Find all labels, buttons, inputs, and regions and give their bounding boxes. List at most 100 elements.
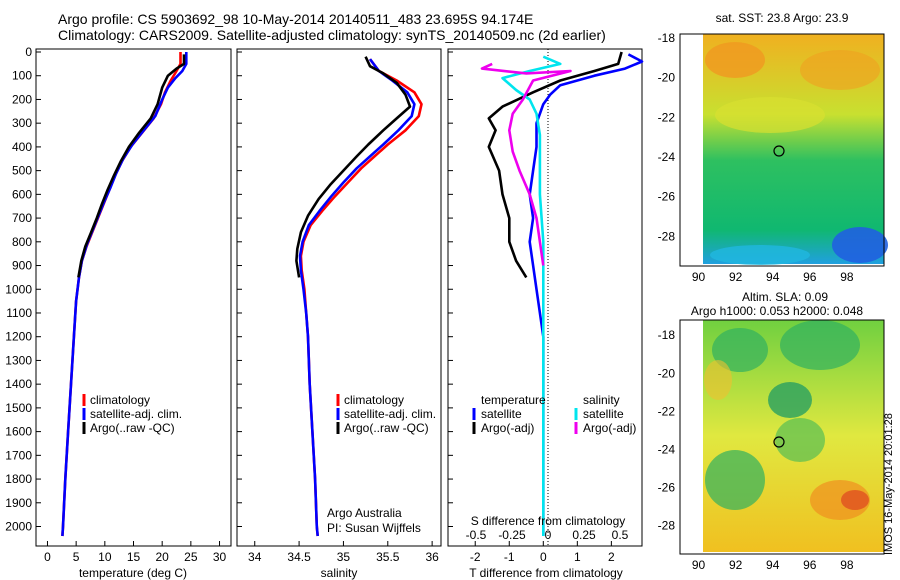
- sla-map-subtitle: Argo h1000: 0.053 h2000: 0.048: [691, 304, 863, 318]
- x-tick-label: 30: [213, 550, 227, 564]
- map-y-tick-label: -26: [658, 190, 676, 204]
- difference-legend: temperature salinity satellite Argo(-adj…: [472, 393, 636, 435]
- sla-map: [679, 319, 885, 555]
- imos-timestamp: IMOS 16-May-2014 20:01:28: [883, 413, 895, 555]
- temperature-xlabel: temperature (deg C): [79, 566, 187, 580]
- y-tick-label: 1200: [5, 330, 32, 344]
- map-y-tick-label: -20: [658, 71, 676, 85]
- map-y-tick-label: -22: [658, 110, 676, 124]
- series-line-difference-2: [501, 55, 562, 536]
- x-tick-label: 2: [608, 550, 615, 564]
- difference-traces: [480, 51, 644, 536]
- sla-map-title: Altim. SLA: 0.09: [742, 290, 828, 304]
- map-x-tick-label: 98: [840, 558, 854, 572]
- difference-xlabel: T difference from climatology: [469, 566, 623, 580]
- y-tick-label: 1900: [5, 496, 32, 510]
- y-tick-label: 1700: [5, 448, 32, 462]
- legend-satellite: satellite-adj. clim.: [344, 407, 436, 421]
- sst-map: [679, 33, 888, 267]
- map-x-tick-label: 92: [729, 270, 743, 284]
- legend-t-argo: Argo(-adj): [481, 421, 534, 435]
- x-tick-label: -2: [470, 550, 481, 564]
- difference-panel: [447, 48, 643, 547]
- argo-location-marker: [773, 145, 785, 157]
- map-y-tick-label: -28: [658, 518, 676, 532]
- salinity-traces: [295, 56, 423, 537]
- x-tick-label: 0: [44, 550, 51, 564]
- map-x-tick-label: 96: [803, 270, 817, 284]
- legend-title-temperature: temperature: [481, 393, 546, 407]
- y-tick-label: 0: [25, 45, 32, 59]
- y-tick-label: 100: [12, 69, 32, 83]
- x-tick-label: 35: [337, 550, 351, 564]
- map-x-tick-label: 92: [729, 558, 743, 572]
- x-tick-label: 35.5: [376, 550, 400, 564]
- y-tick-label: 1800: [5, 472, 32, 486]
- map-y-tick-label: -24: [658, 442, 676, 456]
- legend-satellite: satellite-adj. clim.: [90, 407, 182, 421]
- y-tick-label: 200: [12, 92, 32, 106]
- x-tick-label: 5: [73, 550, 80, 564]
- legend-argo: Argo(..raw -QC): [90, 421, 175, 435]
- y-tick-label: 800: [12, 235, 32, 249]
- map-x-tick-label: 90: [692, 558, 706, 572]
- y-tick-label: 500: [12, 164, 32, 178]
- series-line-temperature-1: [61, 52, 188, 537]
- legend-s-argo: Argo(-adj): [583, 421, 636, 435]
- x-tick-label: 10: [98, 550, 112, 564]
- x-tick-label: 36: [425, 550, 439, 564]
- map-y-tick-label: -24: [658, 150, 676, 164]
- y-tick-label: 300: [12, 116, 32, 130]
- argo-location-marker: [773, 436, 785, 448]
- credit-line2: PI: Susan Wijffels: [327, 521, 421, 535]
- legend-s-satellite: satellite: [583, 407, 624, 421]
- map-y-tick-label: -18: [658, 328, 676, 342]
- x-top-tick-label: 0.5: [612, 528, 629, 542]
- x-tick-label: 25: [184, 550, 198, 564]
- sst-map-title: sat. SST: 23.8 Argo: 23.9: [716, 11, 849, 25]
- x-top-tick-label: -0.5: [466, 528, 487, 542]
- difference-xlabel-top: S difference from climatology: [471, 514, 626, 528]
- x-tick-label: -1: [504, 550, 515, 564]
- y-tick-label: 600: [12, 187, 32, 201]
- series-line-salinity-0: [299, 58, 423, 537]
- series-line-difference-3: [480, 62, 572, 266]
- temperature-traces: [61, 52, 188, 537]
- legend-title-salinity: salinity: [583, 393, 620, 407]
- series-line-difference-1: [487, 51, 623, 279]
- legend-climatology: climatology: [90, 393, 150, 407]
- x-tick-label: 34: [248, 550, 262, 564]
- x-tick-label: 1: [574, 550, 581, 564]
- map-y-tick-label: -22: [658, 404, 676, 418]
- map-y-tick-label: -18: [658, 31, 676, 45]
- y-tick-label: 1400: [5, 377, 32, 391]
- map-x-tick-label: 98: [840, 270, 854, 284]
- y-tick-label: 400: [12, 140, 32, 154]
- plot-title-line1: Argo profile: CS 5903692_98 10-May-2014 …: [58, 11, 534, 27]
- legend-t-satellite: satellite: [481, 407, 522, 421]
- x-tick-label: 15: [127, 550, 141, 564]
- map-x-tick-label: 94: [766, 558, 780, 572]
- x-tick-label: 34.5: [287, 550, 311, 564]
- map-x-tick-label: 96: [803, 558, 817, 572]
- series-line-temperature-0: [61, 52, 182, 537]
- series-line-difference-0: [528, 53, 644, 536]
- series-line-salinity-2: [295, 56, 412, 278]
- map-y-tick-label: -28: [658, 229, 676, 243]
- salinity-panel: [236, 48, 442, 547]
- map-y-tick-label: -20: [658, 366, 676, 380]
- credit-line1: Argo Australia: [327, 506, 402, 520]
- legend-climatology: climatology: [344, 393, 404, 407]
- y-tick-label: 1000: [5, 282, 32, 296]
- y-tick-label: 900: [12, 259, 32, 273]
- y-tick-label: 2000: [5, 520, 32, 534]
- y-tick-label: 1100: [6, 306, 32, 320]
- y-tick-label: 1600: [5, 425, 32, 439]
- axis-ticks: 0 5 10 15 20 25 300100200300400500600700800900…: [5, 31, 854, 572]
- map-x-tick-label: 90: [692, 270, 706, 284]
- legend-argo: Argo(..raw -QC): [344, 421, 429, 435]
- map-y-tick-label: -26: [658, 480, 676, 494]
- salinity-legend: climatology satellite-adj. clim. Argo(..…: [336, 393, 436, 435]
- series-line-temperature-2: [77, 54, 186, 278]
